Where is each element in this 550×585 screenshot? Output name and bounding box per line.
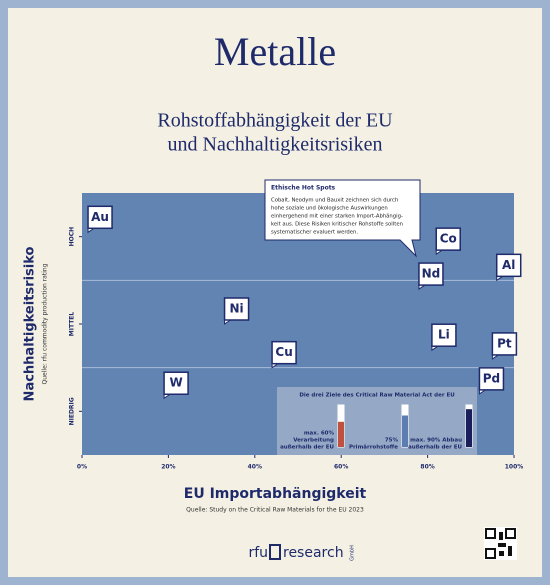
- x-tick-label: 0%: [77, 464, 87, 471]
- x-tick-label: 60%: [334, 464, 348, 471]
- point: Cu: [271, 340, 297, 369]
- inset-bar-label: max. 90% Abbau: [410, 438, 462, 444]
- point: Al: [495, 253, 522, 282]
- point: Li: [431, 323, 457, 352]
- logo-mark: [269, 544, 281, 560]
- point-label: W: [169, 376, 182, 390]
- point-label: Ni: [229, 302, 243, 316]
- title: Metalle: [214, 29, 336, 74]
- point-marker: [87, 205, 113, 230]
- inset-bar: [466, 409, 472, 447]
- x-axis-title: EU Importabhängigkeit: [184, 486, 367, 502]
- inset-bar-label: 75%: [385, 438, 399, 444]
- y-source: Quelle: rfu commodity production rating: [42, 263, 49, 384]
- subtitle: Rohstoffabhängigkeit der EU: [157, 110, 393, 132]
- annotation-box: [264, 179, 421, 258]
- inset-bar-label: Primärrohstoffe: [349, 445, 398, 451]
- inset-bar-label: außerhalb der EU: [280, 445, 334, 451]
- brand-suffix: GmbH: [350, 545, 356, 561]
- qr-corner: [485, 548, 496, 559]
- point: Pt: [491, 332, 518, 360]
- inset-bar-label: Verarbeitung: [293, 438, 334, 444]
- qr-cell: [508, 546, 512, 556]
- qr-cell: [499, 532, 503, 540]
- y-tick-label: HOCH: [69, 227, 76, 247]
- annotation-text: systematischer evaluert werden.: [271, 230, 358, 236]
- x-tick-label: 80%: [420, 464, 434, 471]
- annotation-text: Cobalt, Neodym und Bauxit zeichnen sich …: [271, 198, 398, 204]
- x-source: Quelle: Study on the Critical Raw Materi…: [186, 507, 364, 514]
- point-label: Li: [438, 328, 450, 342]
- point: Pd: [478, 367, 505, 395]
- inset-bar-label: max. 60%: [304, 431, 335, 437]
- inset-bar-label: außerhalb der EU: [408, 445, 462, 451]
- point-marker: [163, 371, 189, 395]
- subtitle: und Nachhaltigkeitsrisiken: [168, 134, 383, 156]
- annotation-text: einhergehend mit einer starken Import-Ab…: [271, 214, 403, 220]
- point-marker: [478, 367, 505, 391]
- point-marker: [418, 262, 444, 286]
- point-label: Au: [91, 210, 109, 224]
- point: Co: [435, 227, 461, 256]
- point-marker: [495, 253, 522, 278]
- point-marker: [431, 323, 457, 347]
- qr-corner: [485, 528, 496, 539]
- x-tick-label: 40%: [248, 464, 262, 471]
- brand-2: research: [283, 545, 344, 561]
- point-marker: [271, 340, 297, 365]
- y-tick-label: NIEDRIG: [69, 397, 76, 425]
- annotation-text: keit aus. Diese Risiken kritischer Rohst…: [271, 222, 403, 228]
- point-label: Co: [440, 232, 457, 246]
- annotation-text: hohe soziale und ökologische Auswirkunge…: [271, 206, 388, 212]
- point: Ni: [223, 297, 250, 325]
- point: Au: [87, 205, 113, 234]
- point: Nd: [418, 262, 444, 291]
- point-label: Al: [502, 258, 515, 272]
- y-axis-title: Nachhaltigkeitsrisiko: [23, 246, 38, 401]
- qr-cell: [498, 543, 506, 547]
- qr-corner: [505, 528, 516, 539]
- qr-cell: [499, 551, 504, 556]
- point-label: Nd: [422, 267, 441, 281]
- point-marker: [223, 297, 250, 321]
- x-tick-label: 100%: [505, 464, 524, 471]
- point-marker: [435, 227, 461, 251]
- y-tick-label: MITTEL: [69, 312, 76, 337]
- point-label: Pd: [483, 371, 500, 385]
- qr-code: [484, 527, 517, 560]
- point-label: Cu: [275, 345, 292, 359]
- inset-bar: [402, 415, 408, 447]
- inset-box: [277, 387, 477, 455]
- point-label: Pt: [497, 336, 512, 350]
- inset-title: Die drei Ziele des Critical Raw Material…: [299, 393, 454, 399]
- point: W: [163, 371, 189, 400]
- annotation-title: Ethische Hot Spots: [271, 185, 336, 192]
- point-marker: [491, 332, 518, 356]
- inset-bar: [338, 421, 344, 447]
- brand: rfu: [248, 545, 268, 561]
- logo: rfu research GmbH: [248, 544, 356, 561]
- x-tick-label: 20%: [161, 464, 175, 471]
